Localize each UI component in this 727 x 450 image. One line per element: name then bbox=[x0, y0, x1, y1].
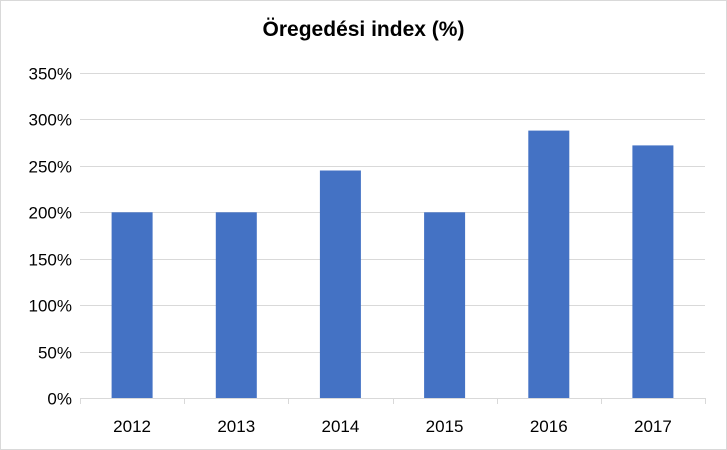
y-tick-label: 150% bbox=[29, 251, 72, 270]
tick-labels: 0% 50% 100% 150% 200% 250% 300% 350% 2012 2013 201… bbox=[29, 65, 672, 437]
x-tick-label: 2017 bbox=[634, 417, 672, 436]
bar bbox=[424, 212, 466, 398]
x-tick-label: 2014 bbox=[322, 417, 360, 436]
x-tick-label: 2012 bbox=[113, 417, 151, 436]
y-tick-label: 100% bbox=[29, 297, 72, 316]
bars bbox=[111, 130, 674, 398]
y-tick-label: 0% bbox=[47, 390, 72, 409]
y-tick-label: 200% bbox=[29, 204, 72, 223]
x-tick-label: 2016 bbox=[530, 417, 568, 436]
gridlines bbox=[80, 73, 705, 353]
bar bbox=[319, 170, 361, 398]
chart-title: Öregedési index (%) bbox=[262, 18, 465, 41]
y-tick-label: 300% bbox=[29, 111, 72, 130]
x-tick-label: 2015 bbox=[426, 417, 464, 436]
y-tick-label: 350% bbox=[29, 65, 72, 84]
axes bbox=[80, 398, 706, 404]
bar bbox=[111, 212, 153, 398]
bar bbox=[632, 145, 674, 398]
y-tick-label: 50% bbox=[38, 344, 72, 363]
x-tick-label: 2013 bbox=[217, 417, 255, 436]
y-tick-label: 250% bbox=[29, 158, 72, 177]
bar bbox=[215, 212, 257, 398]
bar bbox=[528, 130, 570, 398]
